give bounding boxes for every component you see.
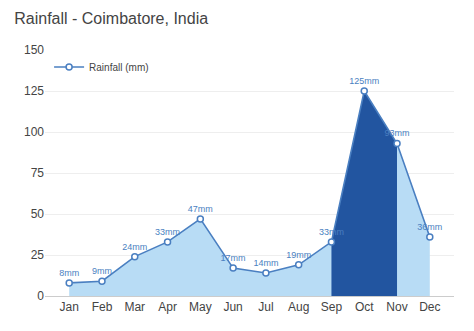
svg-text:47mm: 47mm: [188, 204, 213, 214]
svg-text:100: 100: [24, 125, 44, 139]
svg-text:May: May: [189, 300, 212, 314]
svg-text:25: 25: [31, 248, 45, 262]
svg-text:Dec: Dec: [419, 300, 440, 314]
svg-text:Mar: Mar: [124, 300, 145, 314]
svg-text:24mm: 24mm: [122, 242, 147, 252]
svg-text:125: 125: [24, 84, 44, 98]
svg-text:Oct: Oct: [355, 300, 374, 314]
svg-text:50: 50: [31, 207, 45, 221]
svg-text:Apr: Apr: [158, 300, 177, 314]
svg-text:9mm: 9mm: [92, 266, 112, 276]
svg-text:36mm: 36mm: [417, 222, 442, 232]
svg-text:0: 0: [37, 289, 44, 303]
svg-text:17mm: 17mm: [221, 253, 246, 263]
svg-text:Aug: Aug: [288, 300, 309, 314]
svg-text:14mm: 14mm: [253, 258, 278, 268]
svg-text:8mm: 8mm: [59, 268, 79, 278]
svg-text:Rainfall (mm): Rainfall (mm): [89, 62, 148, 73]
svg-text:33mm: 33mm: [155, 227, 180, 237]
svg-text:Nov: Nov: [386, 300, 407, 314]
svg-text:Feb: Feb: [92, 300, 113, 314]
svg-text:33mm: 33mm: [319, 227, 344, 237]
svg-text:19mm: 19mm: [286, 250, 311, 260]
svg-text:93mm: 93mm: [385, 128, 410, 138]
svg-text:Sep: Sep: [321, 300, 343, 314]
svg-text:Jan: Jan: [60, 300, 79, 314]
svg-text:75: 75: [31, 166, 45, 180]
svg-text:150: 150: [24, 43, 44, 57]
svg-text:Jun: Jun: [223, 300, 242, 314]
svg-text:Rainfall - Coimbatore, India: Rainfall - Coimbatore, India: [14, 10, 208, 27]
svg-text:125mm: 125mm: [349, 76, 379, 86]
svg-text:Jul: Jul: [258, 300, 273, 314]
